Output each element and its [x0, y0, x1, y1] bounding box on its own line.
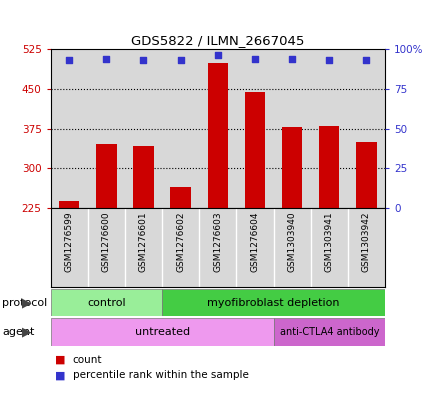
- Point: [214, 52, 221, 59]
- Text: control: control: [87, 298, 126, 308]
- Text: GSM1303940: GSM1303940: [288, 211, 297, 272]
- Point: [326, 57, 333, 63]
- Title: GDS5822 / ILMN_2667045: GDS5822 / ILMN_2667045: [131, 33, 304, 46]
- Text: count: count: [73, 354, 102, 365]
- Point: [103, 55, 110, 62]
- Bar: [319, 125, 340, 208]
- Bar: [274, 318, 385, 346]
- Text: GSM1276604: GSM1276604: [250, 211, 260, 272]
- Bar: [51, 318, 274, 346]
- Text: ▶: ▶: [22, 296, 31, 309]
- Text: protocol: protocol: [2, 298, 48, 308]
- Text: myofibroblast depletion: myofibroblast depletion: [207, 298, 340, 308]
- Bar: [208, 63, 228, 208]
- Text: ▶: ▶: [22, 325, 31, 339]
- Point: [289, 55, 296, 62]
- Text: GSM1276599: GSM1276599: [65, 211, 73, 272]
- Text: agent: agent: [2, 327, 35, 337]
- Point: [66, 57, 73, 63]
- Point: [140, 57, 147, 63]
- Text: GSM1276601: GSM1276601: [139, 211, 148, 272]
- Point: [363, 57, 370, 63]
- Text: ■: ■: [55, 370, 66, 380]
- Bar: [51, 289, 162, 316]
- Text: percentile rank within the sample: percentile rank within the sample: [73, 370, 249, 380]
- Bar: [96, 143, 117, 208]
- Bar: [162, 289, 385, 316]
- Bar: [356, 142, 377, 208]
- Text: untreated: untreated: [135, 327, 190, 337]
- Text: ■: ■: [55, 354, 66, 365]
- Text: GSM1276602: GSM1276602: [176, 211, 185, 272]
- Text: GSM1276603: GSM1276603: [213, 211, 222, 272]
- Text: GSM1276600: GSM1276600: [102, 211, 111, 272]
- Bar: [245, 92, 265, 208]
- Bar: [133, 146, 154, 208]
- Point: [177, 57, 184, 63]
- Text: GSM1303941: GSM1303941: [325, 211, 334, 272]
- Text: anti-CTLA4 antibody: anti-CTLA4 antibody: [279, 327, 379, 337]
- Point: [251, 55, 258, 62]
- Bar: [59, 201, 79, 208]
- Bar: [170, 187, 191, 208]
- Text: GSM1303942: GSM1303942: [362, 211, 371, 272]
- Bar: [282, 127, 302, 208]
